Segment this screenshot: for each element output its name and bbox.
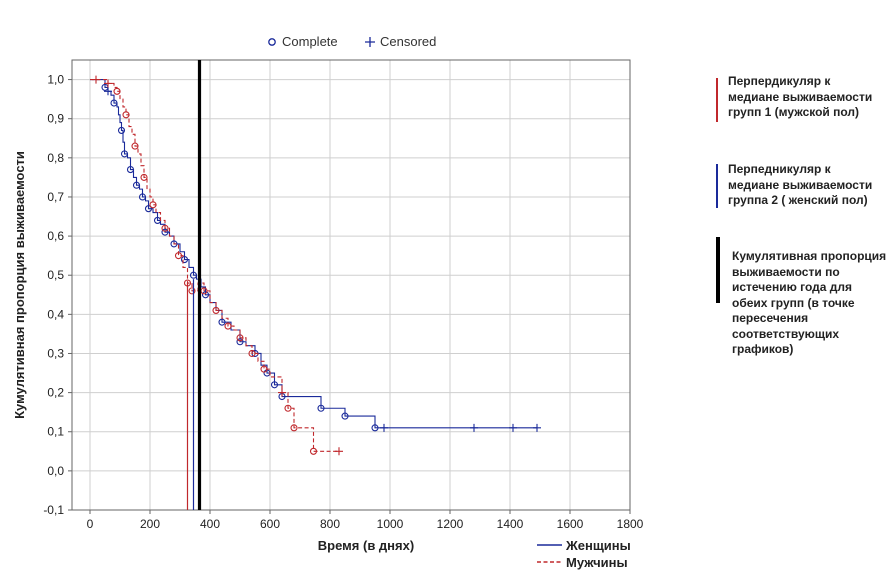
complete-marker: [201, 291, 210, 299]
x-axis-title: Время (в днях): [318, 538, 414, 553]
censored-marker: [104, 79, 112, 88]
complete-marker: [224, 322, 232, 330]
legend-women-label: Женщины: [565, 538, 631, 553]
complete-marker: [149, 201, 157, 209]
complete-marker: [180, 256, 189, 264]
censored-marker: [335, 447, 343, 456]
legend-complete-label: Complete: [282, 34, 338, 49]
plot-frame: [71, 59, 631, 511]
complete-marker: [126, 166, 135, 174]
x-tick-label: 600: [260, 517, 280, 531]
y-tick-label: -0,1: [43, 503, 64, 517]
complete-marker: [117, 126, 126, 134]
censored-marker: [470, 423, 478, 432]
complete-marker: [161, 224, 169, 232]
y-tick-label: 0,0: [47, 464, 64, 478]
x-tick-label: 1200: [437, 517, 464, 531]
censored-marker: [380, 423, 388, 432]
complete-marker: [120, 150, 129, 158]
censored-marker: [92, 75, 100, 84]
complete-marker: [188, 287, 196, 295]
y-tick-label: 0,7: [47, 190, 64, 204]
y-tick-label: 0,6: [47, 229, 64, 243]
complete-marker: [236, 334, 244, 342]
y-tick-label: 1,0: [47, 73, 64, 87]
x-tick-label: 1800: [617, 517, 644, 531]
x-tick-label: 800: [320, 517, 340, 531]
annotation-text-year: Кумулятивная пропорция выживаемости по и…: [732, 249, 887, 356]
plot-area: [72, 60, 630, 510]
annotation-bar-year: [716, 237, 720, 303]
complete-marker: [189, 271, 198, 279]
survival-chart: 0 200 400 600 800 1000 1200 1400 1600 1800 -0,1 0,0…: [12, 34, 644, 570]
annotation-text-men: Перпердикуляр к медиане выживаемости гру…: [728, 74, 873, 119]
annotation-bar-women: [716, 164, 718, 208]
complete-marker: [236, 338, 244, 346]
complete-marker: [341, 412, 349, 420]
complete-marker: [212, 306, 220, 314]
complete-marker: [140, 173, 148, 181]
complete-marker: [138, 193, 147, 201]
censored-marker: [278, 388, 286, 397]
x-tick-label: 0: [87, 517, 94, 531]
complete-marker: [131, 142, 139, 150]
complete-marker: [110, 99, 118, 107]
y-tick-label: 0,9: [47, 112, 64, 126]
complete-marker: [270, 381, 279, 389]
complete-marker: [371, 424, 379, 432]
complete-marker: [317, 404, 325, 412]
complete-marker: [132, 181, 141, 189]
x-tick-label: 1400: [497, 517, 524, 531]
y-tick-label: 0,4: [47, 307, 64, 321]
legend-censored-marker: [365, 37, 375, 47]
annotation-bar-men: [716, 78, 718, 122]
censored-marker: [509, 423, 517, 432]
y-tick-label: 0,2: [47, 386, 64, 400]
x-tick-label: 400: [200, 517, 220, 531]
censored-marker: [104, 87, 112, 96]
complete-marker: [174, 252, 183, 260]
complete-marker: [248, 349, 256, 358]
y-tick-label: 0,1: [47, 425, 64, 439]
complete-marker: [122, 111, 130, 119]
legend-complete-marker: [268, 38, 276, 46]
x-tick-label: 200: [140, 517, 160, 531]
complete-marker: [170, 240, 178, 248]
complete-marker: [290, 424, 298, 432]
complete-marker: [113, 87, 121, 95]
complete-marker: [218, 318, 226, 326]
y-tick-label: 0,3: [47, 346, 64, 360]
complete-marker: [309, 447, 318, 455]
complete-marker: [144, 205, 153, 213]
y-tick-label: 0,8: [47, 151, 64, 165]
x-tick-label: 1600: [557, 517, 584, 531]
legend-censored-label: Censored: [380, 34, 436, 49]
complete-marker: [284, 404, 292, 412]
x-tick-label: 1000: [377, 517, 404, 531]
series-line-men: [90, 79, 339, 452]
legend-men-label: Мужчины: [566, 555, 628, 570]
y-tick-label: 0,5: [47, 268, 64, 282]
censored-marker: [533, 423, 541, 432]
complete-marker: [260, 365, 268, 373]
y-axis-title: Кумулятивная пропорция выживаемости: [12, 151, 27, 419]
complete-marker: [161, 228, 169, 236]
annotation-text-women: Перпедникуляр к медиане выживаемости гру…: [728, 162, 873, 207]
